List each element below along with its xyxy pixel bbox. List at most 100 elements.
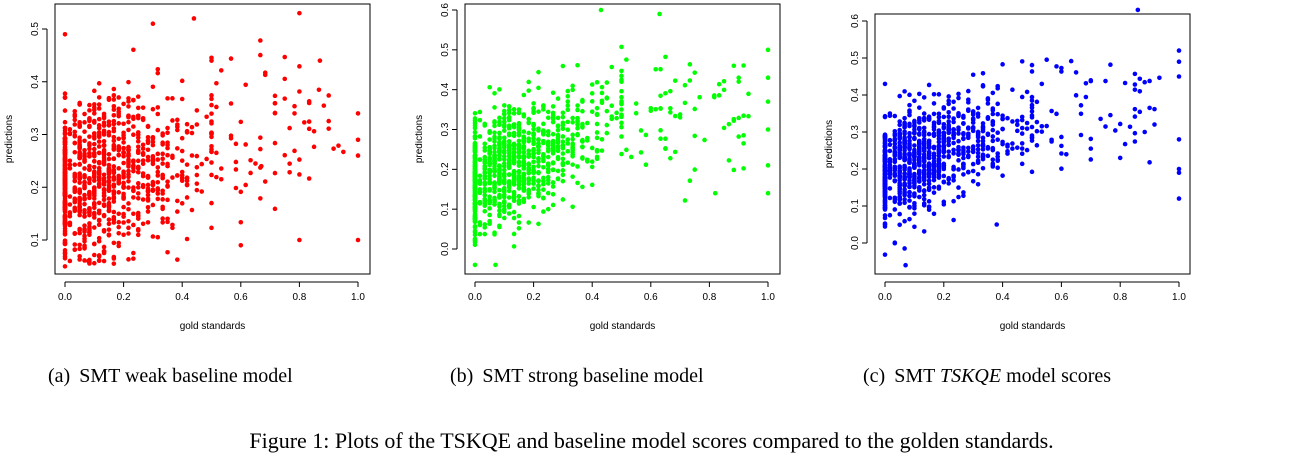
caption-c-post: model scores [1001, 365, 1112, 387]
data-point [72, 178, 78, 184]
data-point [492, 173, 497, 179]
data-point [536, 178, 541, 183]
data-point [956, 194, 961, 200]
data-point [506, 104, 512, 109]
x-tick-label: 1.0 [761, 292, 775, 303]
data-point [62, 223, 68, 229]
data-point [62, 91, 68, 96]
data-point [633, 110, 639, 116]
data-point [516, 213, 522, 219]
data-point [101, 227, 107, 233]
data-point [101, 176, 107, 181]
data-point [951, 178, 956, 183]
data-point [980, 165, 986, 171]
data-point [497, 87, 502, 92]
data-point [580, 138, 585, 144]
data-point [921, 115, 927, 121]
data-point [62, 250, 68, 255]
data-point [472, 157, 478, 162]
data-point [77, 180, 82, 185]
data-point [966, 145, 971, 151]
data-point [506, 158, 512, 163]
data-point [692, 133, 698, 139]
data-point [179, 201, 185, 206]
data-point [956, 138, 961, 144]
data-point [77, 246, 82, 252]
data-point [926, 207, 932, 213]
data-point [531, 164, 536, 170]
data-point [961, 172, 966, 177]
data-point [131, 97, 136, 103]
data-point [975, 111, 981, 117]
data-point [716, 81, 722, 87]
data-point [126, 185, 131, 190]
data-point [541, 140, 546, 146]
data-point [62, 147, 68, 152]
data-point [214, 80, 219, 86]
data-point [116, 173, 122, 179]
data-point [1029, 124, 1035, 130]
y-axis-label: predictions [4, 115, 15, 163]
data-point [341, 149, 346, 155]
data-point [966, 154, 971, 160]
data-point [101, 155, 107, 160]
data-point [87, 226, 92, 232]
data-point [155, 127, 161, 133]
data-point [82, 243, 87, 249]
data-point [550, 192, 556, 197]
data-point [502, 189, 507, 195]
data-point [926, 178, 932, 184]
data-point [92, 173, 97, 179]
data-point [975, 150, 981, 156]
data-point [521, 196, 527, 202]
data-point [472, 144, 478, 149]
data-point [692, 167, 698, 172]
data-point [194, 108, 200, 113]
data-point [326, 93, 332, 98]
data-point [87, 190, 92, 196]
data-point [150, 106, 156, 112]
data-point [531, 159, 536, 165]
data-point [966, 88, 971, 94]
data-point [502, 199, 507, 204]
data-point [926, 161, 932, 166]
data-point [765, 75, 771, 81]
data-point [990, 107, 996, 113]
data-point [575, 119, 580, 125]
data-point [531, 186, 536, 191]
data-point [116, 230, 122, 236]
data-point [882, 113, 888, 119]
data-point [565, 160, 571, 165]
data-point [106, 233, 112, 238]
data-point [145, 182, 151, 188]
data-point [92, 141, 97, 147]
data-point [72, 197, 78, 202]
data-point [92, 146, 97, 152]
data-point [96, 95, 102, 100]
y-tick-label: 0.6 [850, 14, 861, 28]
data-point [966, 131, 971, 137]
x-tick-label: 0.6 [644, 292, 658, 303]
data-point [272, 100, 278, 106]
data-point [907, 151, 912, 156]
data-point [126, 79, 131, 85]
data-point [135, 94, 141, 99]
data-point [882, 182, 888, 188]
x-tick-label: 1.0 [1172, 292, 1186, 303]
data-point [487, 151, 492, 156]
data-point [882, 137, 888, 143]
data-point [77, 197, 82, 203]
data-point [526, 79, 532, 85]
data-point [1029, 102, 1035, 108]
data-point [101, 138, 107, 144]
data-point [902, 189, 907, 195]
data-point [92, 150, 97, 156]
data-point [111, 146, 117, 151]
data-point [990, 157, 996, 162]
data-point [160, 151, 165, 157]
data-point [897, 147, 902, 152]
scatter-plot-weak-baseline: 0.0 0.2 0.4 0.6 0.8 1.0 0.1 0.2 0.3 0.4 0.5 gold st… [4, 3, 371, 332]
data-point [87, 177, 92, 182]
data-point [72, 113, 78, 119]
data-point [1005, 148, 1010, 154]
